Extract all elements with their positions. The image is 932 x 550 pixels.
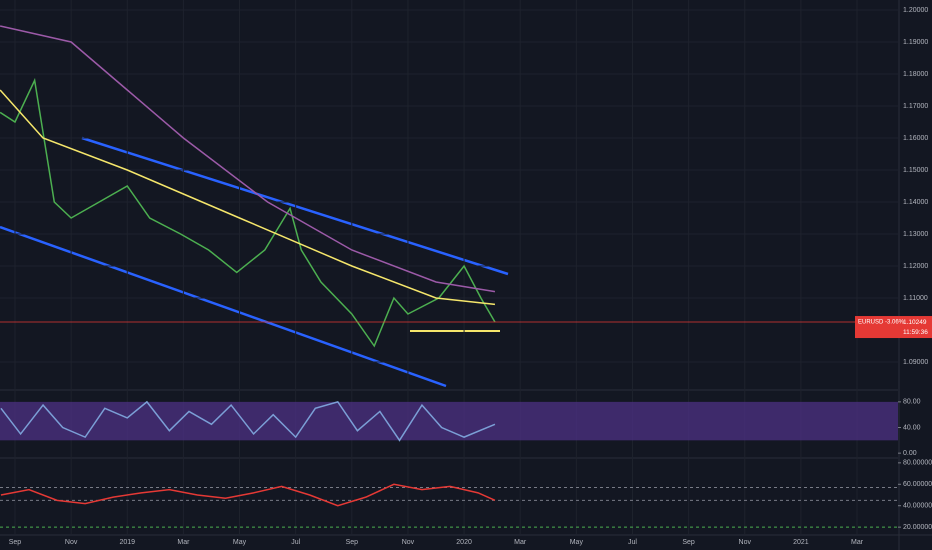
y-tick-label: 40.00000 [903, 503, 932, 510]
y-tick-label: 20.00000 [903, 524, 932, 531]
price-tag-box [855, 316, 932, 339]
x-tick-label: Nov [739, 539, 752, 546]
y-tick-label: 1.09000 [903, 359, 928, 366]
x-tick-label: 2020 [456, 539, 472, 546]
x-tick-label: May [233, 539, 247, 546]
y-tick-label: 1.12000 [903, 263, 928, 270]
y-tick-label: 80.00 [903, 399, 921, 406]
y-tick-label: 1.14000 [903, 199, 928, 206]
series-line [0, 77, 496, 348]
x-tick-label: Sep [682, 539, 695, 546]
y-tick-label: 80.00000 [903, 460, 932, 467]
x-tick-label: Nov [402, 539, 415, 546]
x-tick-label: Mar [514, 539, 527, 546]
x-tick-label: Jul [291, 539, 300, 546]
x-tick-label: Sep [9, 539, 22, 546]
y-tick-label: 1.20000 [903, 7, 928, 14]
x-tick-label: 2019 [119, 539, 135, 546]
y-tick-label: 1.11000 [903, 295, 928, 302]
y-tick-label: 1.19000 [903, 39, 928, 46]
y-tick-label: 1.18000 [903, 71, 928, 78]
y-tick-label: 0.00 [903, 450, 917, 457]
series-line [0, 89, 496, 306]
countdown: 11:59:36 [903, 329, 928, 336]
channel-lower [0, 225, 447, 388]
x-tick-label: Mar [851, 539, 864, 546]
y-tick-label: 1.15000 [903, 167, 928, 174]
y-tick-label: 1.16000 [903, 135, 928, 142]
y-tick-label: 1.13000 [903, 231, 928, 238]
x-tick-label: Mar [177, 539, 190, 546]
y-tick-label: 60.00000 [903, 481, 932, 488]
y-tick-label: 1.17000 [903, 103, 928, 110]
x-tick-label: May [570, 539, 584, 546]
x-tick-label: Jul [628, 539, 637, 546]
x-tick-label: 2021 [793, 539, 809, 546]
last-price: 1.10249 [903, 319, 927, 326]
y-tick-label: 40.00 [903, 424, 921, 431]
band [0, 401, 898, 441]
x-tick-label: Nov [65, 539, 78, 546]
series-line [0, 400, 496, 442]
price-tag: EURUSD -3.06% [858, 320, 905, 326]
series-line [0, 483, 496, 507]
series-line [0, 25, 496, 293]
x-tick-label: Sep [346, 539, 359, 546]
channel-upper [81, 136, 509, 276]
